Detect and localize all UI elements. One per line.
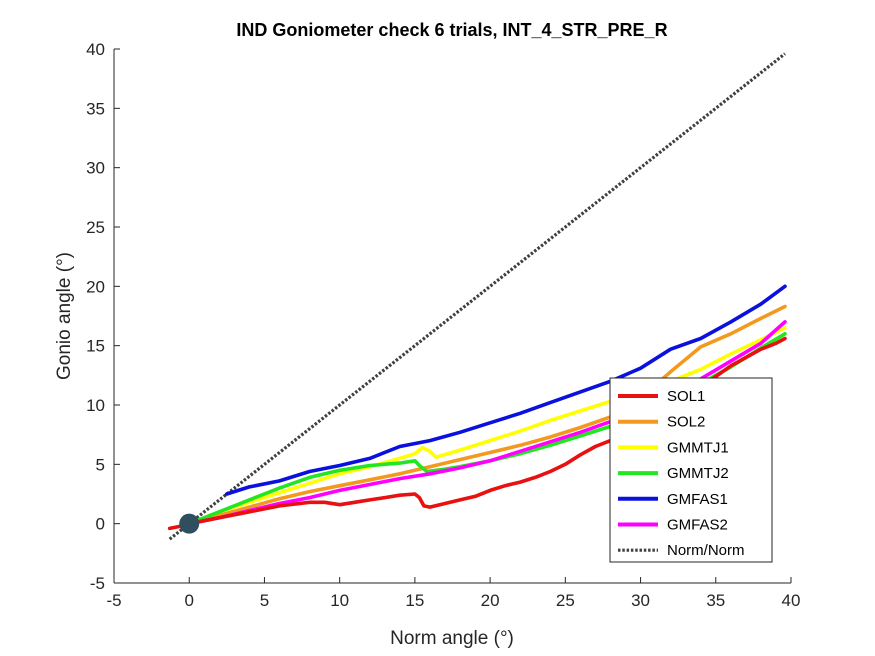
y-tick-label: 15	[86, 337, 105, 356]
x-tick-label: 10	[330, 591, 349, 610]
y-tick-label: 0	[96, 515, 105, 534]
x-tick-label: 40	[782, 591, 801, 610]
x-tick-label: 20	[481, 591, 500, 610]
series-line-sol2	[187, 304, 787, 526]
x-tick-label: 0	[184, 591, 193, 610]
x-ticks: -5 0 5 10 15 20 25 30 35 40	[106, 577, 800, 610]
x-tick-label: 25	[556, 591, 575, 610]
y-tick-label: 20	[86, 277, 105, 296]
x-tick-label: -5	[106, 591, 121, 610]
y-tick-label: 25	[86, 218, 105, 237]
y-tick-label: 30	[86, 159, 105, 178]
legend-box	[609, 377, 773, 563]
legend-label: SOL2	[667, 414, 705, 431]
x-tick-label: 15	[405, 591, 424, 610]
legend-label: GMMTJ1	[667, 439, 729, 456]
legend-label: SOL1	[667, 388, 705, 405]
y-tick-label: 35	[86, 99, 105, 118]
origin-marker	[179, 513, 200, 534]
y-tick-label: 40	[86, 40, 105, 59]
y-tick-label: -5	[90, 574, 105, 593]
x-tick-label: 30	[631, 591, 650, 610]
chart-title: IND Goniometer check 6 trials, INT_4_STR…	[236, 20, 667, 40]
x-axis-label: Norm angle (°)	[390, 628, 514, 649]
legend-label: GMFAS2	[667, 517, 728, 534]
y-ticks: -5 0 5 10 15 20 25 30 35 40	[86, 40, 120, 593]
x-tick-label: 5	[260, 591, 269, 610]
y-tick-label: 10	[86, 396, 105, 415]
series-line-norm-norm	[168, 52, 786, 541]
y-tick-label: 5	[96, 455, 105, 474]
legend: SOL1 SOL2 GMMTJ1 GMMTJ2 GMFAS1 GMFAS2 Norm/Nor…	[609, 377, 773, 563]
marker-layer	[179, 513, 200, 534]
x-tick-label: 35	[706, 591, 725, 610]
legend-label: GMMTJ2	[667, 465, 729, 482]
axes	[113, 49, 791, 584]
legend-label: GMFAS1	[667, 491, 728, 508]
legend-items: SOL1 SOL2 GMMTJ1 GMMTJ2 GMFAS1 GMFAS2 Norm/Nor…	[618, 388, 745, 559]
y-axis-label: Gonio angle (°)	[54, 252, 75, 380]
series-line-gmfas1	[225, 284, 787, 496]
legend-label: Norm/Norm	[667, 542, 745, 559]
